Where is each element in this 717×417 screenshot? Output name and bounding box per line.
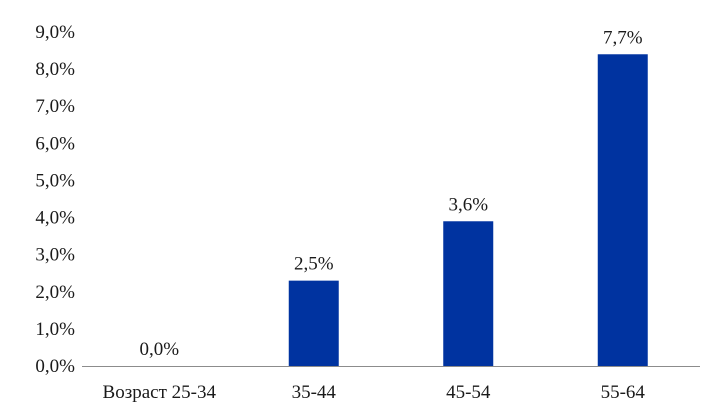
data-label: 7,7% [603,27,643,48]
data-label: 3,6% [448,194,488,215]
y-tick-label: 4,0% [35,208,75,229]
x-category-label: 45-54 [446,382,491,403]
y-tick-label: 8,0% [35,59,75,80]
x-category-label: Возраст 25-34 [103,382,217,403]
bar [597,54,648,367]
x-axis-categories: Возраст 25-34 35-44 45-54 55-64 [103,382,646,403]
data-label: 2,5% [294,254,334,275]
bar [288,280,339,366]
y-tick-label: 9,0% [35,22,75,43]
y-tick-label: 1,0% [35,319,75,340]
y-tick-label: 5,0% [35,170,75,191]
y-tick-label: 7,0% [35,96,75,117]
y-tick-label: 0,0% [35,356,75,377]
x-category-label: 55-64 [601,382,646,403]
bars [288,54,648,367]
data-label: 0,0% [139,339,179,360]
y-tick-label: 3,0% [35,245,75,266]
x-category-label: 35-44 [292,382,337,403]
y-axis-ticks: 0,0% 1,0% 2,0% 3,0% 4,0% 5,0% 6,0% 7,0% 8,0% 9,0% [35,22,75,377]
y-tick-label: 6,0% [35,133,75,154]
data-labels: 0,0% 2,5% 3,6% 7,7% [139,27,642,360]
bar [443,221,494,366]
y-tick-label: 2,0% [35,282,75,303]
